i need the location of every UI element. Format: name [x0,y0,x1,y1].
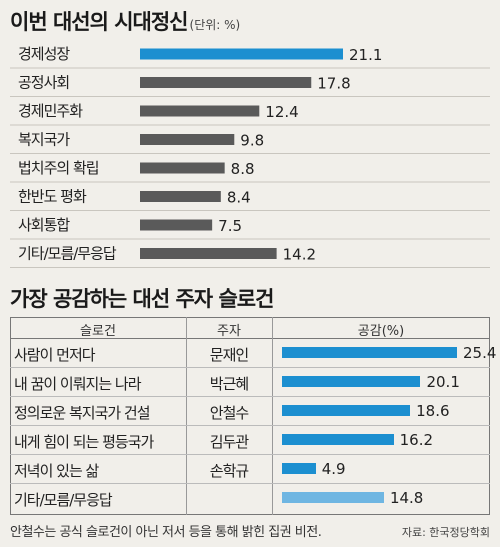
bar [140,134,235,145]
value-label: 9.8 [240,132,264,150]
slogan-text: 기타/모름/무응답 [14,491,113,509]
slogan-table: 슬로건 주자 공감(%) 사람이 먼저다 문재인 25.4 내 꿈이 이뤄지는 나라 박… [10,317,496,515]
author-name: 문재인 [209,346,249,364]
category-label: 사회통합 [18,216,70,234]
slogan-text: 내 꿈이 이뤄지는 나라 [14,375,142,393]
value-label: 17.8 [317,75,350,93]
author-name: 안철수 [209,404,249,422]
bar [140,48,343,60]
bar [282,376,421,387]
table-header-row: 슬로건 주자 공감(%) [10,317,490,339]
chart1-title: 이번 대선의 시대정신 (단위: %) [10,10,241,34]
category-label: 한반도 평화 [18,188,87,206]
bar [282,347,457,358]
value-label: 16.2 [399,431,434,449]
chart1-unit: (단위: %) [189,18,241,32]
value-label: 8.4 [227,189,251,207]
table-divider [186,317,187,515]
bar [140,105,260,117]
header-author: 주자 [217,324,241,339]
category-label: 공정사회 [18,74,69,92]
table-row: 정의로운 복지국가 건설 안철수 18.6 [10,397,490,426]
value-label: 8.8 [231,160,255,178]
footnote: 안철수는 공식 슬로건이 아닌 저서 등을 통해 밝힌 집권 비전. [10,525,322,540]
slogan-text: 저녁이 있는 삶 [14,462,99,480]
value-label: 21.1 [349,46,382,64]
value-label: 14.2 [283,246,316,264]
slogan-text: 사람이 먼저다 [14,346,96,364]
header-slogan: 슬로건 [80,324,116,339]
slogan-text: 내게 힘이 되는 평등국가 [14,433,154,451]
table-row: 저녁이 있는 삶 손학규 4.9 [10,455,490,484]
header-value: 공감(%) [357,324,405,339]
table-row: 내게 힘이 되는 평등국가 김두관 16.2 [10,426,490,455]
bar [282,434,394,445]
bar [140,248,277,259]
value-label: 4.9 [321,460,346,478]
author-name: 손학규 [209,462,249,480]
table-row: 내 꿈이 이뤄지는 나라 박근혜 20.1 [10,368,490,397]
bar [140,219,213,231]
category-label: 법치주의 확립 [18,159,99,177]
category-label: 경제민주화 [18,102,83,120]
source: 자료: 한국정당학회 [401,526,490,539]
value-label: 14.8 [389,489,424,507]
chart1-svg: 경제성장 21.1 공정사회 17.8 경제민주화 12.4 복지국가 9.8 법치주의 확립 8… [10,45,490,268]
bar [140,162,225,174]
category-label: 경제성장 [18,45,70,63]
value-label: 25.4 [463,344,497,362]
bar [282,405,411,416]
bar [140,191,221,202]
table-row: 기타/모름/무응답 14.8 [10,484,490,513]
author-name: 박근혜 [209,375,249,393]
table-row: 사람이 먼저다 문재인 25.4 [10,339,496,368]
author-name: 김두관 [209,433,249,451]
table-border [10,317,490,515]
category-label: 기타/모름/무응답 [18,245,117,263]
category-label: 복지국가 [18,131,70,149]
table-divider [272,317,273,515]
value-label: 18.6 [416,402,450,420]
value-label: 7.5 [218,217,242,235]
slogan-text: 정의로운 복지국가 건설 [14,404,151,422]
value-label: 12.4 [265,103,298,121]
bar [140,77,312,88]
bar [282,463,316,474]
chart2-title: 가장 공감하는 대선 주자 슬로건 [10,287,274,311]
value-label: 20.1 [426,373,460,391]
bar [282,492,384,503]
